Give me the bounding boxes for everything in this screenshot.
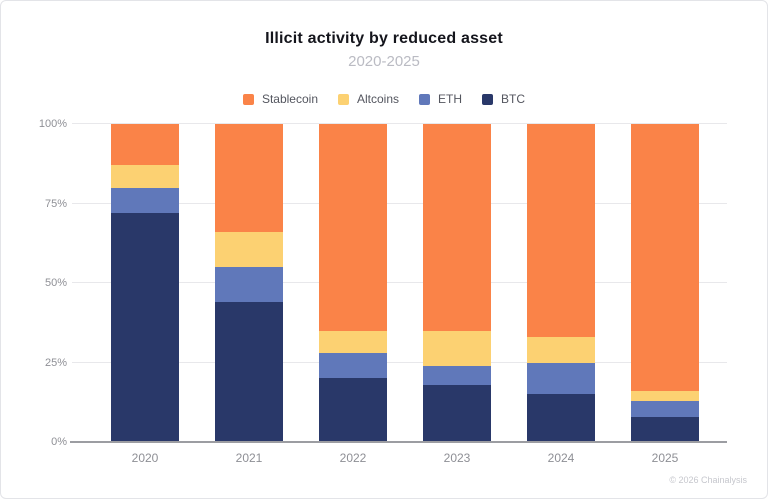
bar-segment-stablecoin-2025 bbox=[631, 124, 699, 392]
bar-segment-altcoins-2023 bbox=[423, 330, 491, 366]
x-axis-label-2021: 2021 bbox=[235, 451, 263, 465]
gridline-50 bbox=[72, 282, 727, 283]
x-axis-label-2020: 2020 bbox=[131, 451, 159, 465]
x-axis-label-2023: 2023 bbox=[443, 451, 471, 465]
bar-segment-btc-2020 bbox=[111, 213, 179, 442]
bar-2020 bbox=[111, 124, 179, 442]
legend-label: Stablecoin bbox=[261, 92, 318, 106]
copyright-credit: © 2026 Chainalysis bbox=[669, 475, 747, 485]
bar-segment-altcoins-2021 bbox=[215, 232, 283, 268]
legend-swatch-icon bbox=[419, 93, 431, 105]
bar-segment-altcoins-2020 bbox=[111, 165, 179, 188]
legend-swatch-icon bbox=[482, 93, 494, 105]
bar-2021 bbox=[215, 124, 283, 442]
y-axis-label: 50% bbox=[44, 277, 67, 289]
gridline-25 bbox=[72, 361, 727, 363]
bar-segment-stablecoin-2023 bbox=[423, 124, 491, 331]
bar-segment-btc-2024 bbox=[527, 394, 595, 442]
legend-item-btc: BTC bbox=[482, 92, 525, 106]
y-axis-label: 0% bbox=[51, 436, 67, 448]
bar-segment-eth-2021 bbox=[215, 267, 283, 303]
bar-2023 bbox=[423, 124, 491, 442]
chart-title: Illicit activity by reduced asset bbox=[265, 30, 503, 47]
bar-2025 bbox=[631, 124, 699, 442]
bar-segment-stablecoin-2020 bbox=[111, 124, 179, 166]
x-axis-line bbox=[70, 441, 727, 443]
x-axis-label-2025: 2025 bbox=[651, 451, 679, 465]
bar-segment-btc-2025 bbox=[631, 416, 699, 442]
bar-segment-stablecoin-2022 bbox=[319, 124, 387, 331]
y-axis-label: 100% bbox=[38, 118, 67, 130]
bar-segment-altcoins-2022 bbox=[319, 330, 387, 353]
legend-label: ETH bbox=[438, 92, 463, 106]
bar-segment-eth-2022 bbox=[319, 352, 387, 379]
legend-item-eth: ETH bbox=[419, 92, 462, 106]
legend-item-stablecoin: Stablecoin bbox=[242, 92, 318, 106]
legend-swatch-icon bbox=[338, 93, 349, 105]
chart-subtitle: 2020-2025 bbox=[348, 53, 420, 70]
y-axis-label: 75% bbox=[44, 197, 67, 210]
bar-segment-stablecoin-2021 bbox=[215, 124, 283, 233]
bar-segment-btc-2022 bbox=[319, 378, 387, 442]
bar-segment-eth-2024 bbox=[527, 362, 595, 395]
gridline-75 bbox=[72, 202, 727, 204]
legend-label: BTC bbox=[501, 92, 526, 106]
legend-swatch-icon bbox=[242, 93, 254, 105]
gridline-100 bbox=[72, 123, 727, 124]
legend-item-altcoins: Altcoins bbox=[338, 92, 399, 106]
bar-segment-eth-2020 bbox=[111, 187, 179, 214]
bars-container bbox=[72, 124, 727, 442]
y-axis-label: 25% bbox=[44, 356, 67, 369]
legend-label: Altcoins bbox=[357, 92, 400, 106]
bar-segment-btc-2021 bbox=[215, 302, 283, 442]
bar-segment-eth-2023 bbox=[423, 365, 491, 385]
plot-area: 2020 2021 2022 2023 2024 2025 0% 25% 50% 75% 100% bbox=[39, 118, 727, 465]
bar-2022 bbox=[319, 124, 387, 442]
bar-segment-stablecoin-2024 bbox=[527, 124, 595, 338]
bar-segment-altcoins-2025 bbox=[631, 391, 699, 401]
bar-segment-eth-2025 bbox=[631, 400, 699, 417]
bar-2024 bbox=[527, 124, 595, 442]
bar-segment-altcoins-2024 bbox=[527, 337, 595, 363]
legend: Stablecoin Altcoins ETH BTC bbox=[1, 92, 767, 106]
x-axis-labels: 2020 2021 2022 2023 2024 2025 bbox=[72, 451, 727, 465]
x-axis-label-2024: 2024 bbox=[547, 451, 575, 465]
x-axis-label-2022: 2022 bbox=[339, 451, 367, 465]
bar-segment-btc-2023 bbox=[423, 384, 491, 442]
